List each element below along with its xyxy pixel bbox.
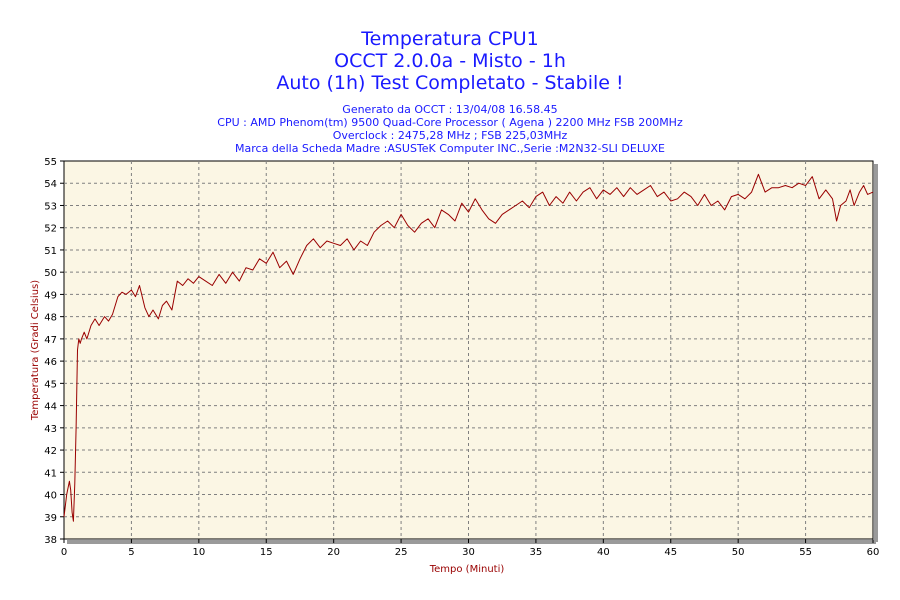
x-tick-label: 35 (530, 547, 543, 558)
info-cpu: CPU : AMD Phenom(tm) 9500 Quad-Core Proc… (217, 116, 683, 129)
plot-shadow-bottom (67, 540, 876, 544)
x-tick-label: 0 (61, 547, 67, 558)
y-tick-label: 43 (44, 424, 57, 435)
y-tick-label: 41 (44, 468, 57, 479)
y-tick-label: 55 (44, 157, 57, 168)
y-tick-label: 51 (44, 246, 57, 257)
y-tick-label: 39 (44, 513, 57, 524)
temperature-series-line (63, 173, 874, 522)
x-axis-label: Tempo (Minuti) (429, 564, 505, 575)
y-tick-label: 54 (44, 179, 57, 190)
chart-subtitle-test: OCCT 2.0.0a - Misto - 1h (334, 50, 566, 72)
y-tick-label: 52 (44, 224, 57, 235)
info-generated: Generato da OCCT : 13/04/08 16.58.45 (342, 103, 558, 116)
y-axis-label: Temperatura (Gradi Celsius) (30, 280, 41, 421)
y-tick-label: 53 (44, 201, 57, 212)
y-tick-label: 48 (44, 313, 57, 324)
x-tick-label: 15 (260, 547, 273, 558)
x-tick-label: 45 (664, 547, 677, 558)
y-tick-label: 46 (44, 357, 57, 368)
x-tick-label: 25 (395, 547, 408, 558)
x-tick-label: 10 (192, 547, 205, 558)
y-tick-label: 38 (44, 535, 57, 546)
y-tick-label: 47 (44, 335, 57, 346)
x-tick-label: 40 (597, 547, 610, 558)
y-tick-label: 45 (44, 379, 57, 390)
y-tick-label: 44 (44, 402, 57, 413)
chart-subtitle-status: Auto (1h) Test Completato - Stabile ! (276, 72, 624, 94)
x-tick-label: 30 (462, 547, 475, 558)
x-tick-label: 20 (327, 547, 340, 558)
x-tick-label: 55 (799, 547, 812, 558)
info-motherboard: Marca della Scheda Madre :ASUSTeK Comput… (235, 142, 665, 155)
x-tick-label: 60 (867, 547, 880, 558)
y-tick-label: 40 (44, 491, 57, 502)
x-tick-label: 5 (128, 547, 134, 558)
chart-title: Temperatura CPU1 (361, 28, 539, 50)
x-tick-label: 50 (732, 547, 745, 558)
y-tick-label: 50 (44, 268, 57, 279)
y-tick-label: 42 (44, 446, 57, 457)
y-tick-label: 49 (44, 290, 57, 301)
plot-shadow-right (874, 164, 878, 542)
info-overclock: Overclock : 2475,28 MHz ; FSB 225,03MHz (332, 129, 568, 142)
